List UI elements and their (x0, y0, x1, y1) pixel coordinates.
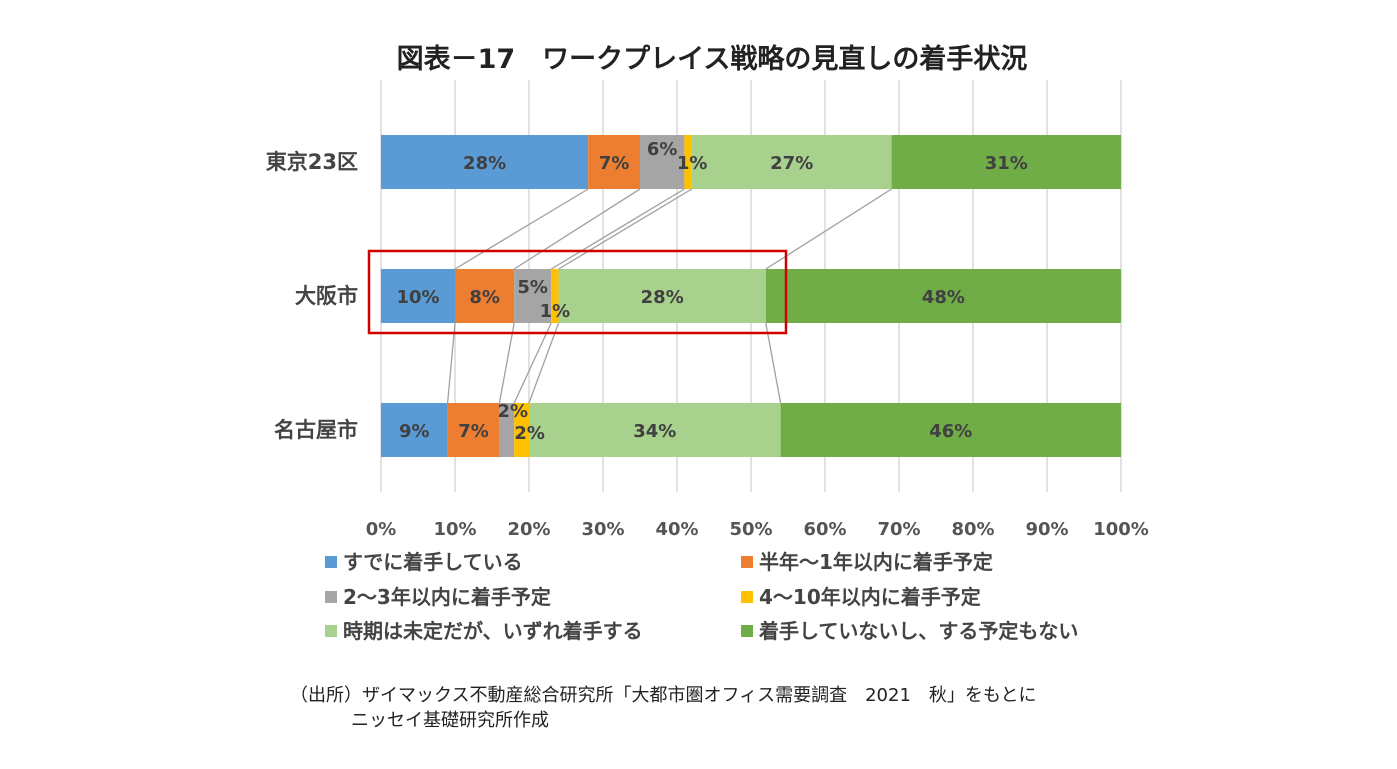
source-line-2: ニッセイ基礎研究所作成 (351, 710, 549, 731)
bar-segment (640, 135, 685, 189)
legend-label: 時期は未定だが、いずれ着手する (343, 619, 643, 643)
category-label: 大阪市 (295, 284, 358, 308)
legend-label: 半年～1年以内に着手予定 (759, 550, 993, 574)
x-tick-label: 70% (877, 519, 920, 540)
data-label: 31% (985, 153, 1028, 174)
legend-swatch (325, 591, 337, 603)
data-label: 7% (458, 421, 489, 442)
bar-segment (514, 403, 529, 457)
data-label: 10% (396, 287, 439, 308)
legend-swatch (325, 625, 337, 637)
data-labels: 28% 7%6%1% 27% 31%10% 8% 5%1%28% 48%9% 7%2%2% 34… (396, 139, 1027, 444)
highlight-box (367, 249, 788, 335)
data-label: 1% (677, 153, 708, 174)
bar-segment (381, 403, 448, 457)
x-tick-label: 40% (655, 519, 698, 540)
x-tick-label: 100% (1093, 519, 1149, 540)
bar-segment (684, 135, 692, 189)
chart-title: 図表－17 ワークプレイス戦略の見直しの着手状況 (397, 43, 1028, 75)
data-label: 28% (641, 287, 684, 308)
legend-label: 4～10年以内に着手予定 (759, 585, 981, 609)
category-label: 東京23区 (266, 150, 358, 174)
source-note: （出所）ザイマックス不動産総合研究所「大都市圏オフィス需要調査 2021 秋」を… (290, 683, 1037, 733)
x-tick-label: 10% (433, 519, 476, 540)
series-line (446, 322, 456, 404)
series-line (550, 188, 685, 270)
x-axis-ticks: 0% 10% 20% 30% 40% 50% 60% 70% 80% 90% 100% (366, 519, 1149, 540)
data-label: 1% (540, 301, 571, 322)
series-line (513, 188, 641, 270)
data-label: 2% (498, 401, 529, 422)
x-tick-label: 50% (729, 519, 772, 540)
series-line (498, 322, 515, 404)
data-label: 28% (463, 153, 506, 174)
highlight-rect (367, 249, 788, 335)
x-tick-label: 80% (951, 519, 994, 540)
data-label: 48% (922, 287, 965, 308)
series-line (528, 322, 560, 404)
bar-segment (551, 269, 559, 323)
bar-segment (765, 269, 1121, 323)
series-line (513, 322, 552, 404)
bar-segment (447, 403, 500, 457)
data-label: 34% (633, 421, 676, 442)
legend-label: 2～3年以内に着手予定 (343, 585, 551, 609)
data-label: 8% (469, 287, 500, 308)
legend-swatch (741, 591, 753, 603)
bar-segment (691, 135, 892, 189)
legend-swatch (741, 625, 753, 637)
bar-segment (891, 135, 1121, 189)
legend-label: 着手していないし、する予定もない (758, 619, 1078, 643)
bar-segment (381, 135, 589, 189)
bar-segment (558, 269, 766, 323)
data-label: 7% (599, 153, 630, 174)
bar-segment (455, 269, 515, 323)
bar-segment (588, 135, 640, 189)
data-label: 9% (399, 421, 430, 442)
bar-segment (514, 269, 552, 323)
series-lines (446, 188, 892, 404)
legend-swatch (325, 556, 337, 568)
bar-segment (499, 403, 515, 457)
bar-segment (381, 269, 455, 323)
legend-label: すでに着手している (343, 550, 523, 574)
series-line (454, 188, 589, 270)
series-line (765, 322, 782, 404)
data-label: 5% (517, 277, 548, 298)
bars (381, 135, 1121, 457)
data-label: 46% (929, 421, 972, 442)
series-line (765, 188, 892, 270)
x-tick-label: 90% (1025, 519, 1068, 540)
bar-segment (529, 403, 781, 457)
x-tick-label: 20% (507, 519, 550, 540)
x-tick-label: 60% (803, 519, 846, 540)
source-line-1: （出所）ザイマックス不動産総合研究所「大都市圏オフィス需要調査 2021 秋」を… (290, 685, 1037, 706)
legend: すでに着手している 半年～1年以内に着手予定 2～3年以内に着手予定 4～10年以内に… (325, 550, 1078, 643)
data-label: 2% (514, 423, 545, 444)
x-tick-label: 30% (581, 519, 624, 540)
data-label: 6% (647, 139, 678, 160)
legend-swatch (741, 556, 753, 568)
category-label: 名古屋市 (274, 418, 358, 442)
x-tick-label: 0% (366, 519, 397, 540)
series-line (558, 188, 693, 270)
data-label: 27% (770, 153, 813, 174)
bar-segment (780, 403, 1121, 457)
